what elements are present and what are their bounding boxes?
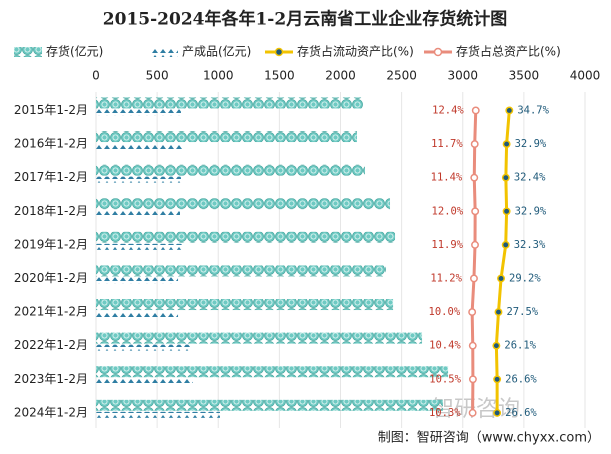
marker [492, 341, 501, 350]
chart-title: 2015-2024年各年1-2月云南省工业企业存货统计图 [103, 9, 507, 30]
value-label: 26.6% [505, 407, 537, 419]
marker [468, 408, 477, 417]
marker [470, 140, 479, 149]
bar [96, 243, 184, 250]
marker [494, 308, 503, 317]
x-tick-label: 500 [146, 69, 169, 83]
bar [96, 143, 184, 150]
y-tick-label: 2018年1-2月 [14, 204, 88, 218]
marker [502, 140, 511, 149]
marker [471, 106, 480, 115]
value-label: 26.1% [504, 340, 536, 352]
y-tick-label: 2015年1-2月 [14, 103, 88, 117]
bar [96, 176, 181, 183]
value-label: 11.7% [431, 138, 463, 150]
legend-label: 产成品(亿元) [182, 44, 251, 59]
marker [470, 274, 478, 283]
x-tick-label: 3500 [509, 69, 540, 83]
bar [96, 97, 363, 109]
value-label: 32.9% [515, 138, 547, 150]
x-tick-label: 1500 [264, 69, 295, 83]
y-tick-label: 2022年1-2月 [14, 338, 88, 352]
marker [493, 375, 502, 384]
value-label: 10.3% [429, 407, 461, 419]
bar [96, 399, 443, 411]
bar [96, 277, 179, 284]
bar [96, 366, 449, 378]
value-label: 26.6% [505, 373, 537, 385]
marker [501, 240, 510, 249]
marker [493, 408, 502, 417]
line [494, 110, 511, 413]
y-tick-label: 2017年1-2月 [14, 170, 88, 184]
value-label: 12.4% [432, 104, 464, 116]
legend-swatch [150, 47, 178, 57]
x-tick-label: 3000 [447, 69, 478, 83]
value-label: 34.7% [517, 104, 549, 116]
watermark: 智研咨询 [432, 397, 520, 422]
value-label: 11.4% [431, 172, 463, 184]
marker [470, 173, 479, 182]
x-tick-label: 1000 [203, 69, 234, 83]
bar [96, 411, 220, 418]
value-label: 12.0% [432, 205, 464, 217]
bar [96, 109, 181, 116]
y-tick-label: 2021年1-2月 [14, 305, 88, 319]
value-label: 10.5% [429, 373, 461, 385]
value-label: 32.4% [514, 172, 546, 184]
bar [96, 265, 386, 277]
legend-label: 存货(亿元) [46, 44, 103, 59]
value-label: 27.5% [506, 306, 538, 318]
x-tick-label: 0 [92, 69, 100, 83]
bar [96, 332, 423, 344]
bar [96, 344, 191, 351]
y-tick-label: 2023年1-2月 [14, 372, 88, 386]
marker [468, 341, 477, 350]
x-tick-label: 2000 [325, 69, 356, 83]
value-label: 11.2% [430, 272, 462, 284]
marker [502, 207, 511, 216]
x-tick-label: 4000 [570, 69, 601, 83]
marker [471, 240, 479, 249]
value-label: 10.4% [429, 340, 461, 352]
bar [96, 210, 180, 217]
legend-swatch [433, 47, 443, 57]
marker [505, 106, 514, 115]
y-tick-label: 2016年1-2月 [14, 137, 88, 151]
bar [96, 164, 365, 176]
value-label: 32.9% [515, 205, 547, 217]
y-tick-label: 2020年1-2月 [14, 271, 88, 285]
bar [96, 378, 193, 385]
value-label: 10.0% [429, 306, 461, 318]
line [470, 110, 478, 413]
y-tick-label: 2019年1-2月 [14, 237, 88, 251]
y-tick-label: 2024年1-2月 [14, 405, 88, 419]
marker [468, 375, 477, 384]
bar [96, 131, 358, 143]
x-tick-label: 2500 [386, 69, 417, 83]
marker [501, 173, 510, 182]
value-label: 29.2% [509, 272, 541, 284]
marker [468, 308, 477, 317]
marker [497, 274, 505, 283]
legend-swatch [274, 47, 284, 57]
bar [96, 198, 391, 210]
legend-swatch [14, 47, 42, 57]
marker [471, 207, 480, 216]
legend-label: 存货占流动资产比(%) [297, 44, 414, 59]
legend-label: 存货占总资产比(%) [456, 44, 561, 59]
bar [96, 231, 396, 243]
value-label: 32.3% [514, 239, 546, 251]
value-label: 11.9% [431, 239, 463, 251]
source-note: 制图：智研咨询（www.chyxx.com） [378, 431, 600, 446]
bar [96, 311, 179, 318]
bar [96, 299, 394, 311]
